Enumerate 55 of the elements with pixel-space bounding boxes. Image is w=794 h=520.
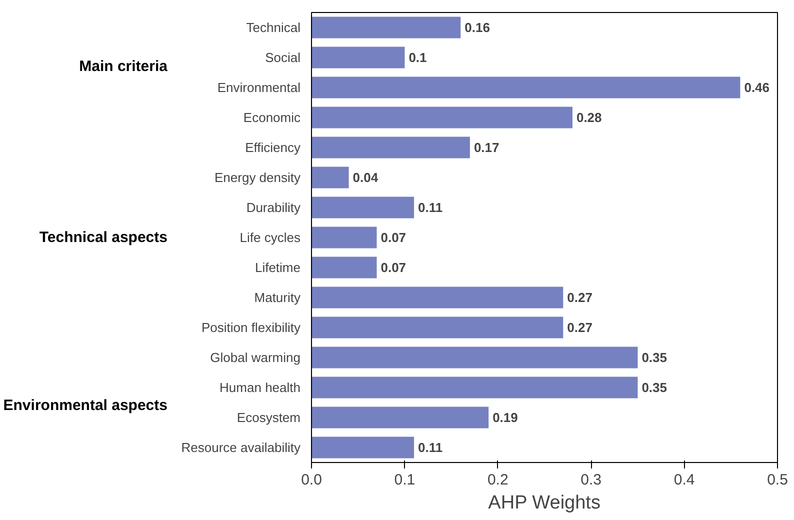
data-label: 0.27 bbox=[567, 290, 592, 305]
bar bbox=[312, 46, 405, 68]
data-label: 0.16 bbox=[464, 20, 490, 35]
bar bbox=[312, 166, 349, 188]
text: Environmental aspects bbox=[3, 397, 168, 414]
x-tick-label: 0.1 bbox=[394, 472, 416, 488]
bar bbox=[312, 406, 489, 428]
data-label: 0.19 bbox=[492, 410, 518, 425]
y-tick-label: Energy density bbox=[214, 170, 301, 185]
data-label: 0.1 bbox=[408, 50, 427, 65]
text: Main criteria bbox=[79, 58, 168, 75]
x-tick-label: 0.2 bbox=[487, 472, 508, 488]
data-label: 0.27 bbox=[567, 320, 592, 335]
data-label: 0.28 bbox=[576, 110, 602, 125]
y-tick-label: Durability bbox=[246, 200, 301, 215]
x-tick-label: 0.4 bbox=[674, 472, 695, 488]
x-tick-label: 0.3 bbox=[580, 472, 602, 488]
y-tick-label: Maturity bbox=[254, 290, 301, 305]
data-label: 0.46 bbox=[744, 80, 770, 95]
data-label: 0.07 bbox=[380, 230, 406, 245]
x-tick-label: 0.5 bbox=[767, 472, 788, 488]
y-tick-label: Efficiency bbox=[245, 140, 301, 155]
y-tick-label: Economic bbox=[243, 110, 301, 125]
data-label: 0.07 bbox=[380, 260, 406, 275]
data-label: 0.17 bbox=[474, 140, 500, 155]
data-label: 0.35 bbox=[642, 350, 668, 365]
x-axis-title: AHP Weights bbox=[488, 492, 600, 514]
bar bbox=[312, 376, 638, 398]
y-tick-label: Global warming bbox=[210, 350, 301, 365]
data-label: 0.11 bbox=[418, 440, 443, 455]
bar bbox=[312, 316, 564, 338]
y-tick-label: Resource availability bbox=[181, 440, 301, 455]
bar bbox=[312, 136, 470, 158]
bar bbox=[312, 286, 564, 308]
y-tick-label: Social bbox=[265, 50, 301, 65]
y-tick-label: Technical bbox=[246, 20, 301, 35]
bar bbox=[312, 256, 377, 278]
bar bbox=[312, 346, 638, 368]
y-tick-label: Human health bbox=[220, 380, 301, 395]
data-label: 0.11 bbox=[418, 200, 443, 215]
y-tick-label: Life cycles bbox=[240, 230, 301, 245]
bar bbox=[312, 106, 572, 128]
y-tick-label: Ecosystem bbox=[236, 410, 301, 425]
bar bbox=[312, 436, 414, 458]
x-tick-label: 0.0 bbox=[301, 472, 322, 488]
y-tick-label: Environmental bbox=[217, 80, 301, 95]
bar bbox=[312, 16, 461, 38]
y-tick-label: Lifetime bbox=[254, 260, 301, 275]
text: Technical aspects bbox=[39, 229, 168, 246]
bar bbox=[312, 76, 740, 98]
data-label: 0.04 bbox=[352, 170, 379, 185]
bar bbox=[312, 196, 414, 218]
bar bbox=[312, 226, 377, 248]
y-tick-label: Position flexibility bbox=[202, 320, 301, 335]
data-label: 0.35 bbox=[642, 380, 668, 395]
